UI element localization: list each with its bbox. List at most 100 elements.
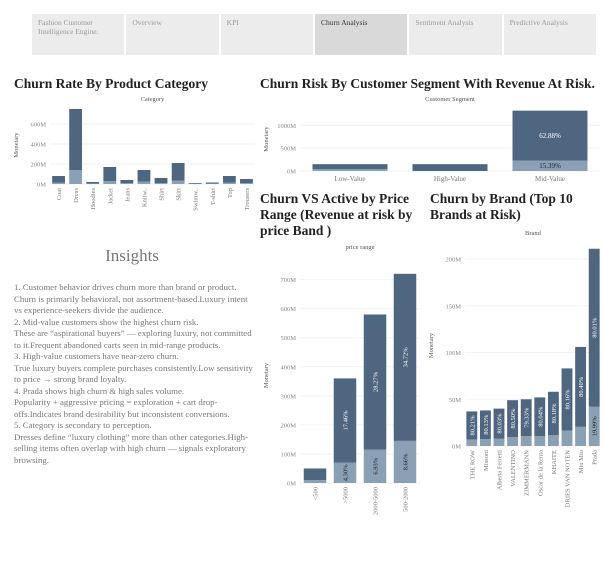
active-bar: [103, 181, 117, 184]
x-tick-label: High-Value: [434, 175, 466, 183]
churn-bar: [547, 391, 559, 436]
data-label: 80.16%: [565, 389, 572, 410]
active-bar: [534, 436, 546, 446]
price-chart: price range Monetary 0M 100M 200M 300M 400M 500…: [263, 244, 420, 515]
active-bar: [588, 406, 600, 446]
tab-churn-analysis[interactable]: Churn Analysis: [314, 14, 408, 55]
active-bar: [393, 440, 417, 483]
churn-bar: [412, 164, 488, 171]
data-label: 80.18%: [551, 403, 558, 424]
brand-chart-title: Churn by Brand (Top 10 Brands at Risk): [430, 191, 573, 222]
active-bar: [333, 462, 357, 483]
data-label: 17.46%: [343, 410, 350, 431]
insight-line: Popularity + aggressive pricing = explor…: [14, 397, 230, 419]
top-nav: Fashion Customer Intelligence Engine. Ov…: [32, 14, 596, 55]
data-label: 80.40%: [578, 376, 585, 397]
tab-home[interactable]: Fashion Customer Intelligence Engine.: [32, 14, 125, 55]
x-tick-label: Alberta Ferretti: [497, 450, 504, 490]
y-tick-label: 50M: [449, 397, 462, 404]
data-label: 6.93%: [373, 457, 380, 474]
x-tick-label: Dress: [73, 188, 80, 203]
active-bar: [312, 169, 388, 171]
y-tick-label: 0M: [287, 481, 296, 488]
active-bar: [547, 435, 559, 446]
y-axis-label: Monetary: [263, 362, 270, 388]
y-tick-label: 200M: [280, 422, 296, 429]
y-tick-label: 600M: [30, 122, 46, 129]
churn-bar: [222, 176, 236, 183]
active-bar: [154, 183, 168, 184]
churn-bar: [303, 468, 327, 481]
churn-bar: [86, 182, 100, 184]
data-label: 34.72%: [403, 347, 410, 368]
y-axis-label: Monetary: [428, 332, 435, 358]
x-tick-label: <500: [313, 487, 320, 500]
churn-bar: [561, 368, 573, 431]
y-axis-label: Monetary: [13, 132, 20, 158]
x-tick-label: Low-Value: [334, 175, 365, 183]
y-tick-label: 0M: [452, 444, 461, 451]
tab-overview[interactable]: Overview: [126, 14, 219, 55]
segment-chart: Customer Segment Monetary 0M 500M 1000M Low-V…: [263, 96, 600, 183]
active-bar: [137, 181, 151, 184]
churn-bar: [137, 170, 151, 182]
x-tick-label: Top: [227, 188, 234, 198]
churn-bar: [493, 408, 505, 439]
tab-sentiment-analysis[interactable]: Sentiment Analysis: [409, 14, 502, 55]
chart-subtitle: Category: [141, 96, 166, 103]
brand-chart: Brand Monetary 0M 50M 100M 150M 200M 80.21% THE …: [428, 230, 601, 507]
data-label: 19.99%: [592, 416, 599, 437]
tab-kpi[interactable]: KPI: [220, 14, 313, 55]
x-tick-label: T-shirt: [210, 188, 217, 205]
churn-bar: [205, 182, 219, 184]
active-bar: [507, 437, 519, 446]
churn-bar: [479, 410, 491, 439]
active-bar: [120, 183, 134, 184]
data-label: 80.13%: [483, 414, 490, 435]
insight-line: 2. Mid-value customers show the highest …: [14, 316, 199, 327]
churn-bar: [507, 400, 519, 438]
x-tick-label: Trousers: [244, 188, 251, 211]
churn-bar: [240, 179, 253, 183]
active-bar: [69, 170, 83, 184]
x-tick-label: 500-2000: [403, 487, 410, 512]
churn-bar: [575, 346, 587, 427]
active-bar: [303, 480, 327, 483]
x-tick-label: Hoodies: [90, 188, 97, 210]
y-tick-label: 0M: [37, 182, 46, 189]
y-tick-label: 300M: [280, 393, 296, 400]
insight-line: Churn is primarily behavioral, not assor…: [14, 293, 248, 316]
active-bar: [466, 439, 478, 446]
chart-subtitle: Brand: [525, 230, 542, 237]
active-bar: [52, 182, 65, 184]
data-label: 80.21%: [469, 415, 476, 436]
insights-title: Insights: [105, 246, 159, 265]
x-tick-label: 2000-5000: [373, 487, 380, 515]
y-axis-label: Monetary: [263, 126, 270, 152]
x-tick-label: Shirt: [159, 188, 166, 201]
insight-line: 4. Prada shows high churn & high sales v…: [14, 385, 185, 396]
y-tick-label: 400M: [30, 142, 46, 149]
churn-bar: [520, 399, 532, 437]
data-label: 62.88%: [539, 132, 561, 140]
x-tick-label: Jacket: [107, 188, 114, 204]
active-bar: [86, 183, 100, 184]
churn-bar: [171, 163, 185, 181]
insight-line: 1. Customer behavior drives churn more t…: [14, 282, 237, 292]
y-tick-label: 200M: [445, 257, 461, 264]
x-tick-label: Skirt: [176, 188, 183, 201]
churn-bar: [154, 178, 168, 183]
churn-bar: [52, 176, 65, 183]
tab-predictive-analysis[interactable]: Predictive Analysis: [503, 14, 596, 55]
churn-bar: [512, 110, 588, 161]
insight-line: These are “aspirational buyers” — explor…: [14, 328, 252, 350]
churn-bar: [534, 397, 546, 437]
churn-bar: [188, 183, 202, 184]
category-chart: Category Monetary 0M 200M 400M 600M Coat Dress H…: [13, 96, 255, 211]
chart-subtitle: price range: [345, 244, 374, 251]
y-tick-label: 0M: [287, 169, 296, 176]
data-label: 15.39%: [539, 162, 561, 170]
active-bar: [222, 182, 236, 184]
data-label: 8.66%: [403, 453, 410, 470]
y-tick-label: 200M: [30, 162, 46, 169]
